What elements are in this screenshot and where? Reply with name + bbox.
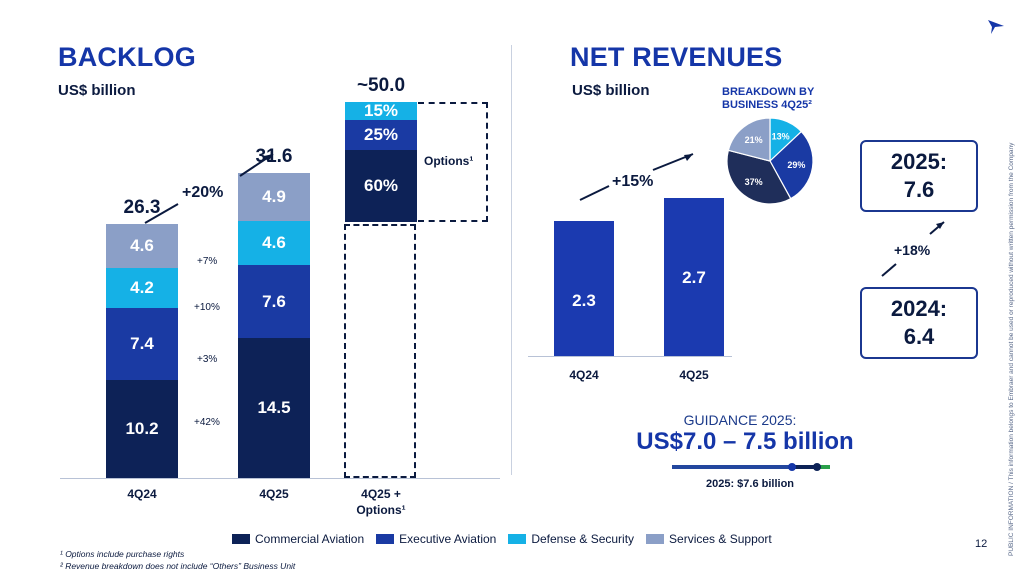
legend-item-defense-security: Defense & Security [508, 532, 634, 546]
backlog-options-segment-defense-security: 15% [345, 101, 417, 120]
backlog-bar-4q25-executive: 7.6 [238, 264, 310, 339]
box-2024-value: 6.4 [903, 324, 935, 349]
revenues-unit: US$ billion [572, 82, 650, 99]
backlog-chart: 10.2 7.4 4.2 4.6 26.3 14.5 7.6 4.6 4.9 31.6 15% 25%… [0, 0, 510, 530]
legend-label: Commercial Aviation [255, 532, 365, 546]
backlog-bar-value-label: 7.4 [130, 333, 154, 353]
legend-swatch [508, 534, 527, 544]
pie-slice-services-support [727, 117, 771, 162]
backlog-options-segment-executive-aviation: 25% [345, 120, 417, 150]
box-2025-year: 2025: [890, 149, 948, 174]
box-2025-value: 7.6 [903, 177, 935, 202]
options-label: Options¹ [424, 154, 474, 168]
backlog-bar-value-label: 10.2 [125, 418, 159, 438]
segment-growth-services: +7% [197, 256, 218, 267]
legend-label: Services & Support [669, 532, 772, 546]
backlog-axis [60, 478, 500, 479]
guidance-bar [672, 463, 830, 471]
box-2024: 2024: 6.4 [860, 287, 978, 359]
legend-label: Defense & Security [531, 532, 635, 546]
legend-label: Executive Aviation [399, 532, 497, 546]
pie-slice-executive-aviation [769, 130, 814, 200]
backlog-options-segment-commercial-aviation: 60% [345, 150, 417, 222]
revenues-bar-value-label: 2.7 [682, 268, 706, 288]
options-dashed-column [344, 224, 416, 478]
legend-swatch [646, 534, 665, 544]
segment-growth-defense: +10% [194, 302, 220, 313]
revenues-bar-4q25: 2.7 [664, 198, 724, 356]
pie-label: 37% [745, 177, 763, 187]
backlog-bar-4q24-services: 4.6 [106, 223, 178, 268]
backlog-bar-4q25-commercial: 14.5 [238, 338, 310, 478]
backlog-options-share-label: 15% [363, 101, 399, 120]
legend-swatch [232, 534, 250, 544]
legend-item-commercial-aviation: Commercial Aviation [232, 532, 364, 546]
revenues-x-label: 4Q25 [679, 368, 709, 382]
guidance-range: US$7.0 – 7.5 billion [636, 428, 854, 455]
divider [511, 45, 512, 475]
backlog-bar-4q24-commercial: 10.2 [106, 379, 178, 478]
backlog-bar-value-label: 4.2 [130, 278, 154, 298]
pie-title: BREAKDOWN BY BUSINESS 4Q25² [722, 86, 815, 111]
revenues-bar-value-label: 2.3 [572, 291, 596, 311]
segment-growth-executive: +3% [197, 354, 218, 365]
backlog-title: BACKLOG [58, 42, 196, 72]
backlog-unit: US$ billion [58, 82, 136, 99]
side-note: PUBLIC INFORMATION / This information be… [1008, 142, 1015, 556]
backlog-x-label-line: 4Q25 [259, 487, 289, 501]
revenues-chart: 2.3 4Q24 2.7 4Q25 [512, 0, 742, 400]
backlog-total-4q24: 26.3 [123, 196, 161, 218]
backlog-x-label: 4Q24 [92, 486, 192, 502]
backlog-bar-4q25-defense: 4.6 [238, 220, 310, 265]
backlog-options-share-label: 25% [363, 125, 399, 144]
backlog-x-label: 4Q25 + Options¹ [331, 486, 431, 518]
footnote-1: ¹ Options include purchase rights [60, 549, 185, 559]
backlog-bar-value-label: 4.9 [262, 186, 286, 206]
revenues-x-label: 4Q24 [569, 368, 599, 382]
backlog-options-share-label: 60% [363, 176, 399, 195]
backlog-total-options: ~50.0 [356, 75, 406, 96]
revenues-title: NET REVENUES [570, 42, 783, 72]
legend-swatch [376, 534, 395, 544]
footnote-2: ² Revenue breakdown does not include “Ot… [60, 561, 296, 571]
guidance-result: 2025: $7.6 billion [705, 478, 795, 490]
options-dashed-bracket [418, 102, 488, 222]
backlog-x-label-line: 4Q24 [127, 487, 157, 501]
revenues-bar-4q24: 2.3 [554, 221, 614, 356]
pie-label: 13% [772, 132, 790, 142]
revenues-growth-arrow [579, 153, 694, 201]
backlog-bar-value-label: 4.6 [262, 232, 286, 252]
backlog-bar-value-label: 7.6 [262, 291, 286, 311]
pie-label: 29% [787, 160, 805, 170]
backlog-x-label: 4Q25 [224, 486, 324, 502]
logo-icon [988, 20, 1004, 34]
backlog-bar-value-label: 14.5 [257, 398, 291, 418]
revenues-axis [528, 356, 732, 357]
page-number: 12 [975, 538, 988, 550]
revenues-growth-label: +15% [612, 173, 654, 190]
backlog-bar-4q25-services: 4.9 [238, 173, 310, 221]
legend-item-executive-aviation: Executive Aviation [376, 532, 496, 546]
segment-growth-commercial: +42% [194, 417, 220, 428]
box-2025: 2025: 7.6 [860, 140, 978, 212]
backlog-growth-arrow [144, 153, 274, 224]
yoy-arrow [881, 221, 945, 277]
backlog-bar-4q24-executive: 7.4 [106, 308, 178, 380]
guidance-title: GUIDANCE 2025: [683, 412, 797, 428]
pie-slice-commercial-aviation [726, 149, 792, 205]
pie-label: 21% [745, 135, 763, 145]
box-2024-year: 2024: [890, 296, 948, 321]
backlog-bar-value-label: 4.6 [130, 235, 154, 255]
backlog-x-label-line: 4Q25 + [361, 487, 401, 501]
backlog-x-label-line: Options¹ [356, 503, 406, 517]
backlog-total-4q25: 31.6 [255, 146, 293, 168]
legend-item-services-support: Services & Support [646, 532, 772, 546]
yoy-label: +18% [894, 242, 931, 258]
backlog-bar-4q24-defense: 4.2 [106, 267, 178, 309]
legend: Commercial Aviation Executive Aviation Def… [232, 532, 772, 546]
pie-chart: 13% 29% 37% 21% [726, 117, 814, 205]
backlog-growth-label: +20% [182, 184, 224, 201]
